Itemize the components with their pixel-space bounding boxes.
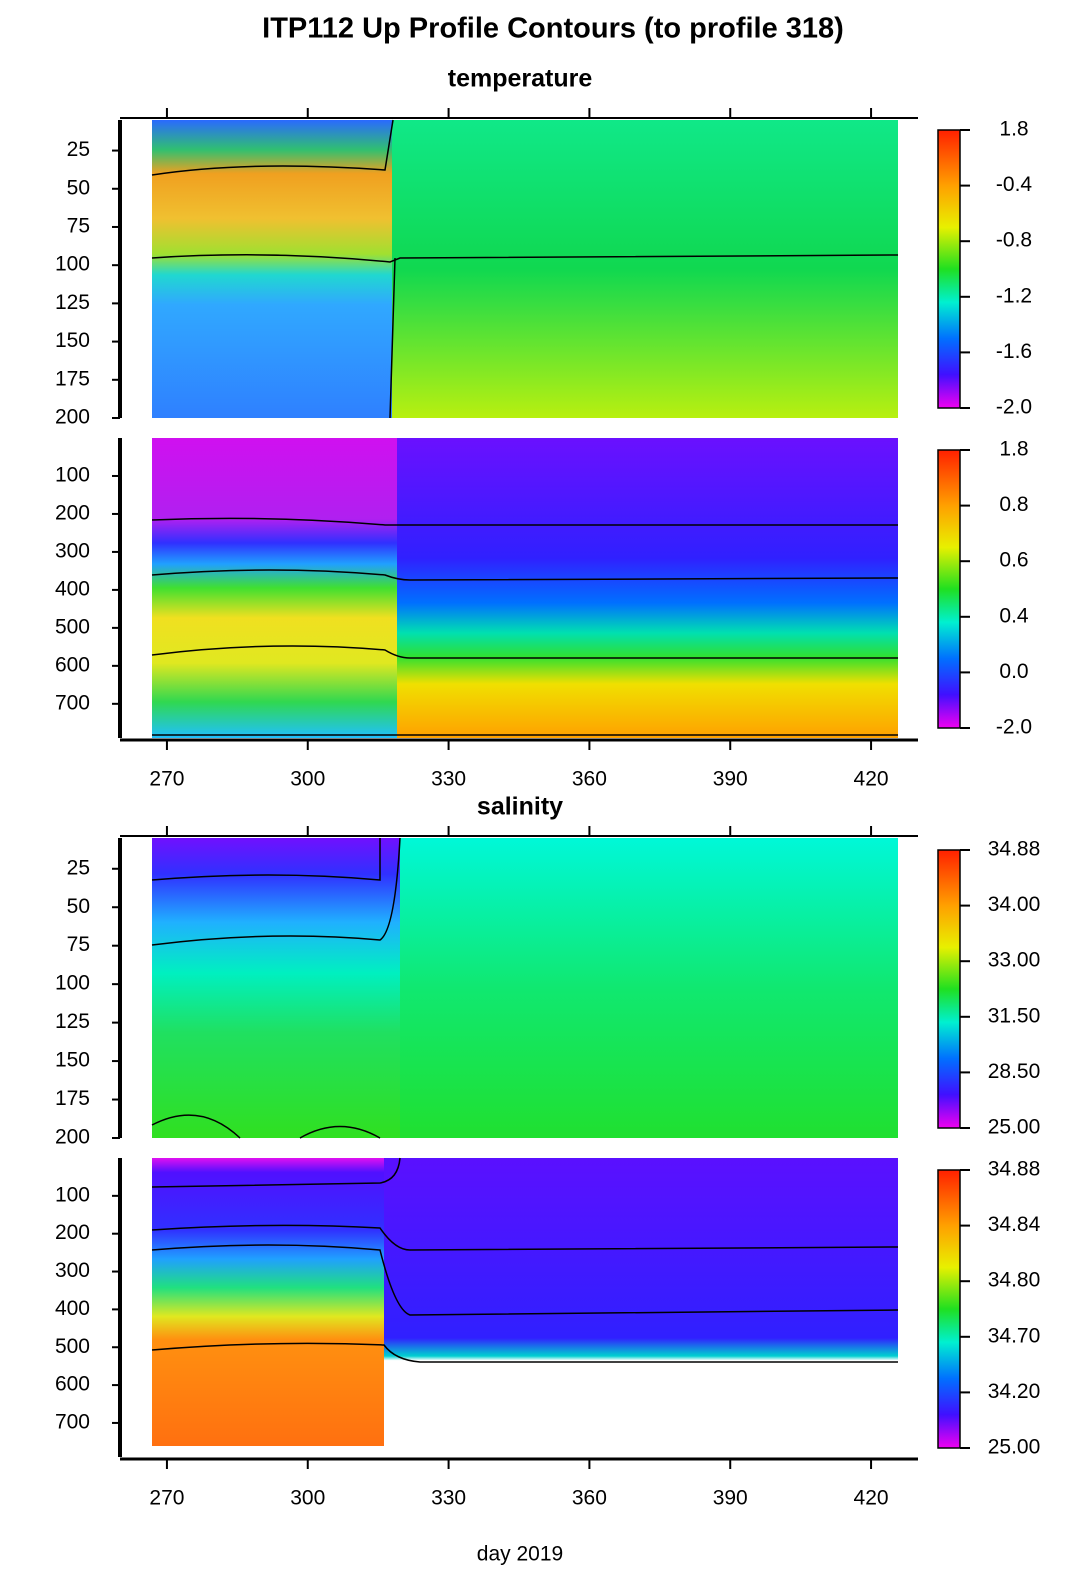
colorbar-tick-label: -1.6 [996,340,1032,363]
colorbar-tick-label: -0.4 [996,173,1033,196]
y-tick-label: 400 [55,577,90,600]
x-tick-label: 390 [713,768,748,791]
x-axis-label: day 2019 [477,1543,563,1566]
heatmap-fields [151,119,899,1458]
colorbar-tick-label: 0.8 [999,493,1028,516]
heatmap-field [152,1158,384,1446]
heatmap-field [397,438,898,738]
colorbar-tick-label: 0.4 [999,604,1029,627]
x-tick-label: 270 [149,768,184,791]
y-tick-label: 500 [55,615,90,638]
colorbar-tick-label: 31.50 [988,1004,1041,1027]
colorbar [937,849,961,1129]
heatmap-field [152,438,397,738]
y-tick-label: 50 [67,895,90,918]
x-tick-label: 300 [290,1487,325,1510]
x-tick-label: 390 [713,1487,748,1510]
y-tick-label: 100 [55,1183,90,1206]
x-tick-label: 360 [572,768,607,791]
colorbar-tick-label: 34.70 [988,1324,1041,1347]
x-tick-label: 300 [290,768,325,791]
colorbar-tick-label: 1.8 [999,118,1028,141]
colorbar-tick-label: 34.88 [988,838,1041,861]
heatmap-field [384,1158,898,1458]
y-tick-label: 200 [55,406,90,429]
colorbar-tick-label: 34.84 [988,1213,1041,1236]
colorbar-tick-label: 34.80 [988,1269,1041,1292]
section-title: salinity [477,793,563,821]
y-tick-label: 175 [55,367,90,390]
heatmap-field [152,838,400,1138]
colorbar-tick-label: 1.8 [999,438,1028,461]
y-tick-label: 600 [55,653,90,676]
colorbar [937,129,961,409]
y-tick-label: 50 [67,176,90,199]
heatmap-field [400,838,898,1138]
x-tick-label: 420 [854,1487,889,1510]
colorbar-tick-label: -2.0 [996,716,1032,739]
y-tick-label: 200 [55,1126,90,1149]
y-tick-label: 400 [55,1297,90,1320]
colorbar [937,449,961,729]
y-tick-label: 100 [55,972,90,995]
x-tick-label: 420 [854,768,889,791]
heatmap-field [152,120,392,418]
y-tick-label: 75 [67,933,90,956]
x-tick-label: 360 [572,1487,607,1510]
colorbar-tick-label: -1.2 [996,284,1032,307]
y-tick-label: 150 [55,1049,90,1072]
x-tick-label: 270 [149,1487,184,1510]
y-tick-label: 125 [55,1010,90,1033]
colorbar-tick-label: -0.8 [996,229,1032,252]
contour-line [151,254,899,263]
y-tick-label: 200 [55,501,90,524]
y-tick-label: 300 [55,539,90,562]
y-tick-label: 200 [55,1221,90,1244]
y-tick-label: 700 [55,1410,90,1433]
colorbar-tick-label: 28.50 [988,1060,1041,1083]
contour-line [151,837,401,1139]
y-tick-label: 300 [55,1259,90,1282]
chart-title: ITP112 Up Profile Contours (to profile 3… [262,13,844,45]
y-tick-label: 600 [55,1373,90,1396]
y-tick-label: 100 [55,253,90,276]
y-tick-label: 700 [55,691,90,714]
y-tick-label: 125 [55,291,90,314]
contour-line [151,517,899,736]
y-tick-label: 175 [55,1087,90,1110]
x-tick-label: 330 [431,768,466,791]
colorbar-tick-label: 0.6 [999,549,1028,572]
colorbar [937,1169,961,1449]
colorbar-tick-label: 0.0 [999,660,1028,683]
y-tick-label: 100 [55,464,90,487]
x-tick-label: 330 [431,1487,466,1510]
colorbar-tick-label: 25.00 [988,1436,1041,1459]
heatmap-field [392,120,898,418]
contour-line [151,1157,899,1363]
section-title: temperature [448,65,593,93]
contour-line [151,119,396,419]
y-tick-label: 75 [67,215,90,238]
colorbar-tick-label: -2.0 [996,396,1032,419]
y-tick-label: 150 [55,329,90,352]
y-tick-label: 25 [67,856,90,879]
colorbar-tick-label: 33.00 [988,949,1041,972]
colorbar-tick-label: 25.00 [988,1116,1041,1139]
colorbar-tick-label: 34.20 [988,1380,1041,1403]
colorbar-tick-label: 34.00 [988,893,1041,916]
y-tick-label: 25 [67,138,90,161]
colorbar-tick-label: 34.88 [988,1158,1041,1181]
y-tick-label: 500 [55,1335,90,1358]
